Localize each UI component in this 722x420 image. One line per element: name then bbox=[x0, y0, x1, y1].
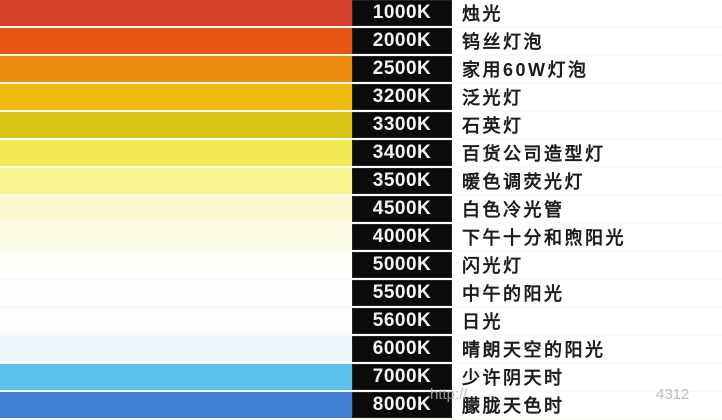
kelvin-value: 5000K bbox=[352, 252, 452, 278]
light-source-label: 钨丝灯泡 bbox=[452, 28, 722, 54]
table-row: 8000K 朦胧天色时 bbox=[0, 392, 722, 420]
light-source-label: 中午的阳光 bbox=[452, 280, 722, 306]
color-swatch bbox=[0, 392, 352, 418]
table-row: 3400K 百货公司造型灯 bbox=[0, 140, 722, 168]
table-row: 4500K 白色冷光管 bbox=[0, 196, 722, 224]
color-swatch bbox=[0, 280, 352, 306]
light-source-label: 朦胧天色时 bbox=[452, 392, 722, 418]
color-swatch bbox=[0, 252, 352, 278]
color-swatch bbox=[0, 28, 352, 54]
light-source-label: 百货公司造型灯 bbox=[452, 140, 722, 166]
light-source-label: 少许阴天时 bbox=[452, 364, 722, 390]
color-swatch bbox=[0, 84, 352, 110]
kelvin-value: 7000K bbox=[352, 364, 452, 390]
color-swatch bbox=[0, 56, 352, 82]
light-source-label: 日光 bbox=[452, 308, 722, 334]
color-swatch bbox=[0, 336, 352, 362]
light-source-label: 暖色调荧光灯 bbox=[452, 168, 722, 194]
kelvin-value: 5500K bbox=[352, 280, 452, 306]
table-row: 2000K 钨丝灯泡 bbox=[0, 28, 722, 56]
light-source-label: 石英灯 bbox=[452, 112, 722, 138]
table-row: 7000K 少许阴天时 bbox=[0, 364, 722, 392]
kelvin-value: 3200K bbox=[352, 84, 452, 110]
table-row: 5000K 闪光灯 bbox=[0, 252, 722, 280]
table-row: 3300K 石英灯 bbox=[0, 112, 722, 140]
kelvin-value: 3500K bbox=[352, 168, 452, 194]
table-row: 5500K 中午的阳光 bbox=[0, 280, 722, 308]
color-swatch bbox=[0, 112, 352, 138]
kelvin-value: 6000K bbox=[352, 336, 452, 362]
kelvin-value: 4000K bbox=[352, 224, 452, 250]
color-swatch bbox=[0, 224, 352, 250]
light-source-label: 闪光灯 bbox=[452, 252, 722, 278]
table-row: 3200K 泛光灯 bbox=[0, 84, 722, 112]
light-source-label: 泛光灯 bbox=[452, 84, 722, 110]
color-swatch bbox=[0, 0, 352, 26]
kelvin-value: 3400K bbox=[352, 140, 452, 166]
light-source-label: 白色冷光管 bbox=[452, 196, 722, 222]
table-row: 5600K 日光 bbox=[0, 308, 722, 336]
color-swatch bbox=[0, 364, 352, 390]
color-swatch bbox=[0, 308, 352, 334]
light-source-label: 家用60W灯泡 bbox=[452, 56, 722, 82]
table-row: 3500K 暖色调荧光灯 bbox=[0, 168, 722, 196]
light-source-label: 晴朗天空的阳光 bbox=[452, 336, 722, 362]
table-row: 1000K 烛光 bbox=[0, 0, 722, 28]
kelvin-value: 3300K bbox=[352, 112, 452, 138]
light-source-label: 烛光 bbox=[452, 0, 722, 26]
table-row: 4000K 下午十分和煦阳光 bbox=[0, 224, 722, 252]
kelvin-value: 8000K bbox=[352, 392, 452, 418]
light-source-label: 下午十分和煦阳光 bbox=[452, 224, 722, 250]
color-swatch bbox=[0, 168, 352, 194]
kelvin-value: 4500K bbox=[352, 196, 452, 222]
table-row: 6000K 晴朗天空的阳光 bbox=[0, 336, 722, 364]
table-row: 2500K 家用60W灯泡 bbox=[0, 56, 722, 84]
color-swatch bbox=[0, 196, 352, 222]
kelvin-value: 1000K bbox=[352, 0, 452, 26]
color-swatch bbox=[0, 140, 352, 166]
kelvin-value: 2000K bbox=[352, 28, 452, 54]
kelvin-value: 2500K bbox=[352, 56, 452, 82]
kelvin-value: 5600K bbox=[352, 308, 452, 334]
